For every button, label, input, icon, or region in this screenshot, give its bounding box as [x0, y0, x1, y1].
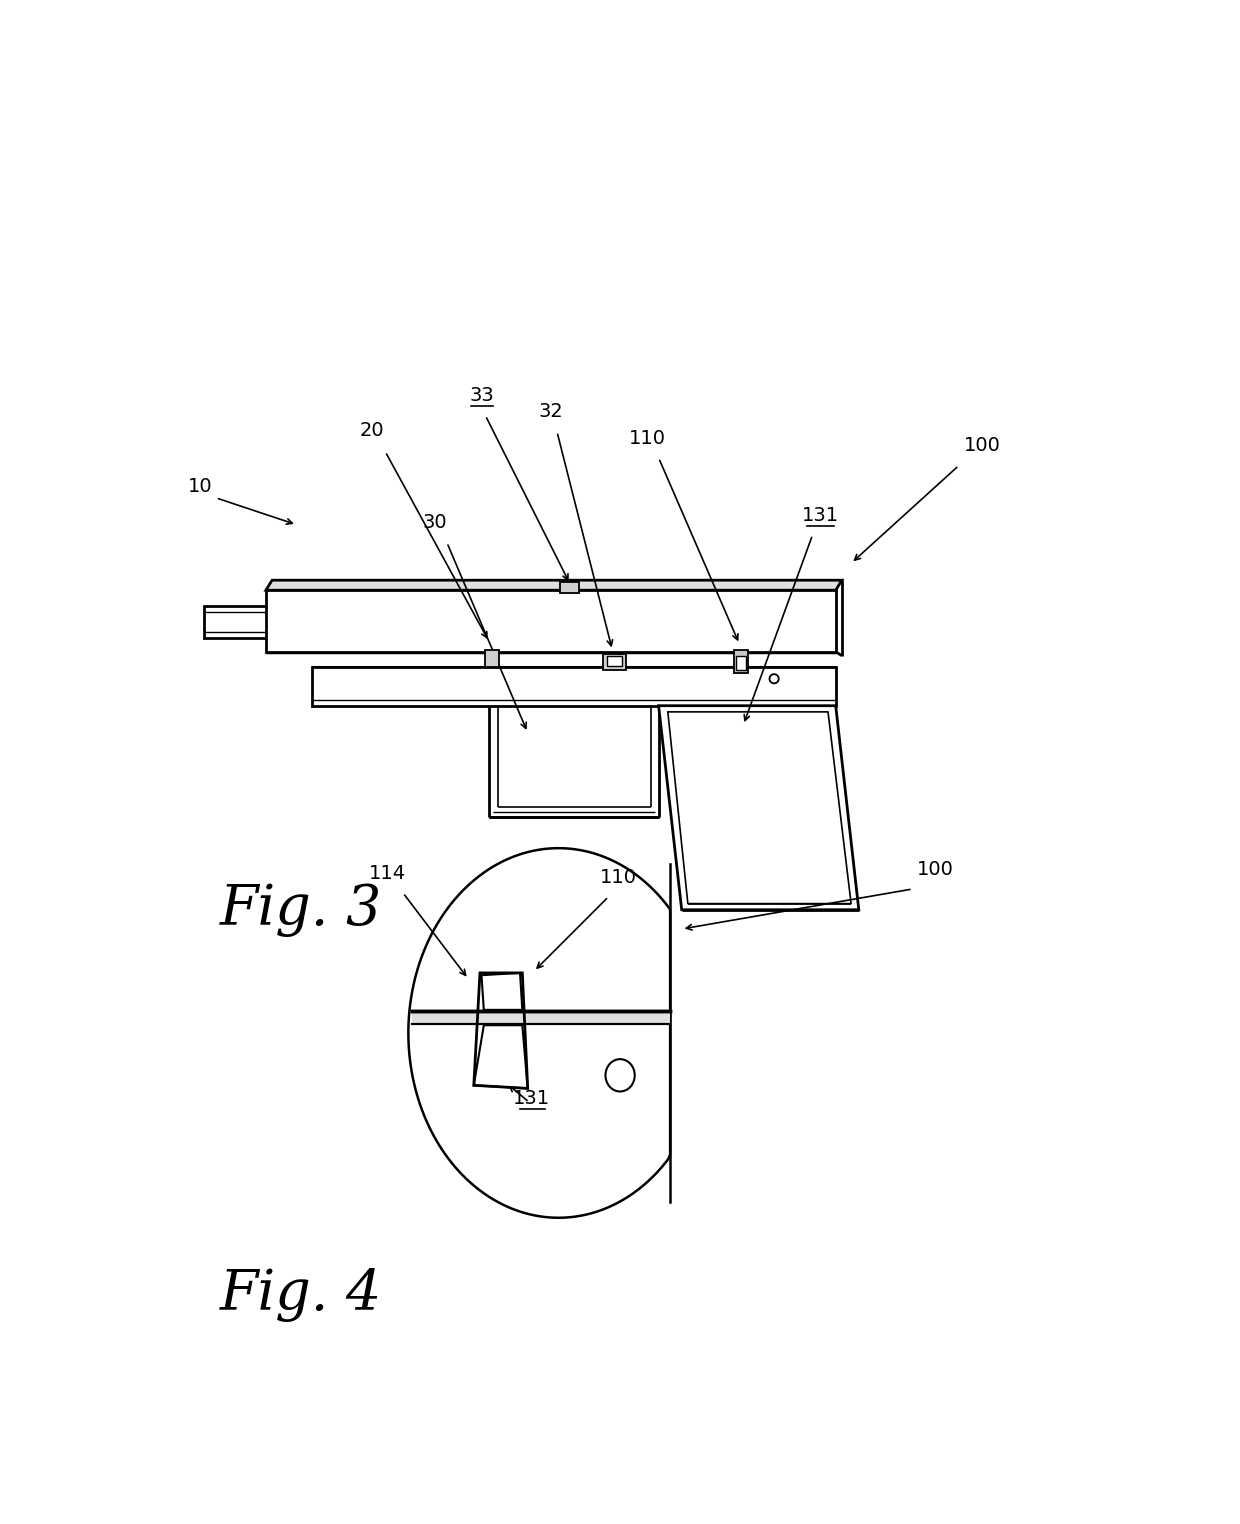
Polygon shape [408, 849, 670, 1218]
Text: Fig. 4: Fig. 4 [219, 1266, 382, 1321]
Polygon shape [474, 1026, 528, 1088]
Polygon shape [658, 706, 859, 910]
Bar [603, 654, 626, 669]
Bar [560, 582, 579, 593]
Text: 30: 30 [423, 514, 448, 532]
Text: 114: 114 [370, 864, 407, 882]
Text: 131: 131 [802, 506, 839, 524]
Text: 32: 32 [538, 402, 563, 421]
Bar [734, 651, 748, 674]
Text: 20: 20 [360, 421, 384, 440]
Circle shape [770, 674, 779, 683]
Text: 110: 110 [600, 867, 637, 887]
Polygon shape [265, 590, 836, 652]
Bar [412, 1012, 670, 1024]
Polygon shape [481, 972, 522, 1010]
Text: 131: 131 [513, 1090, 551, 1108]
Text: Fig. 3: Fig. 3 [219, 882, 382, 937]
Text: 10: 10 [188, 477, 213, 495]
Text: 100: 100 [918, 860, 955, 879]
Polygon shape [265, 581, 842, 590]
Polygon shape [265, 590, 836, 652]
Ellipse shape [605, 1059, 635, 1091]
Bar [485, 651, 500, 668]
Polygon shape [205, 605, 274, 639]
Text: 33: 33 [469, 387, 494, 405]
Bar [737, 655, 745, 669]
Polygon shape [312, 668, 842, 671]
Text: 100: 100 [963, 436, 1001, 456]
Bar [608, 657, 622, 666]
Text: 110: 110 [629, 428, 666, 448]
Polygon shape [312, 668, 836, 706]
